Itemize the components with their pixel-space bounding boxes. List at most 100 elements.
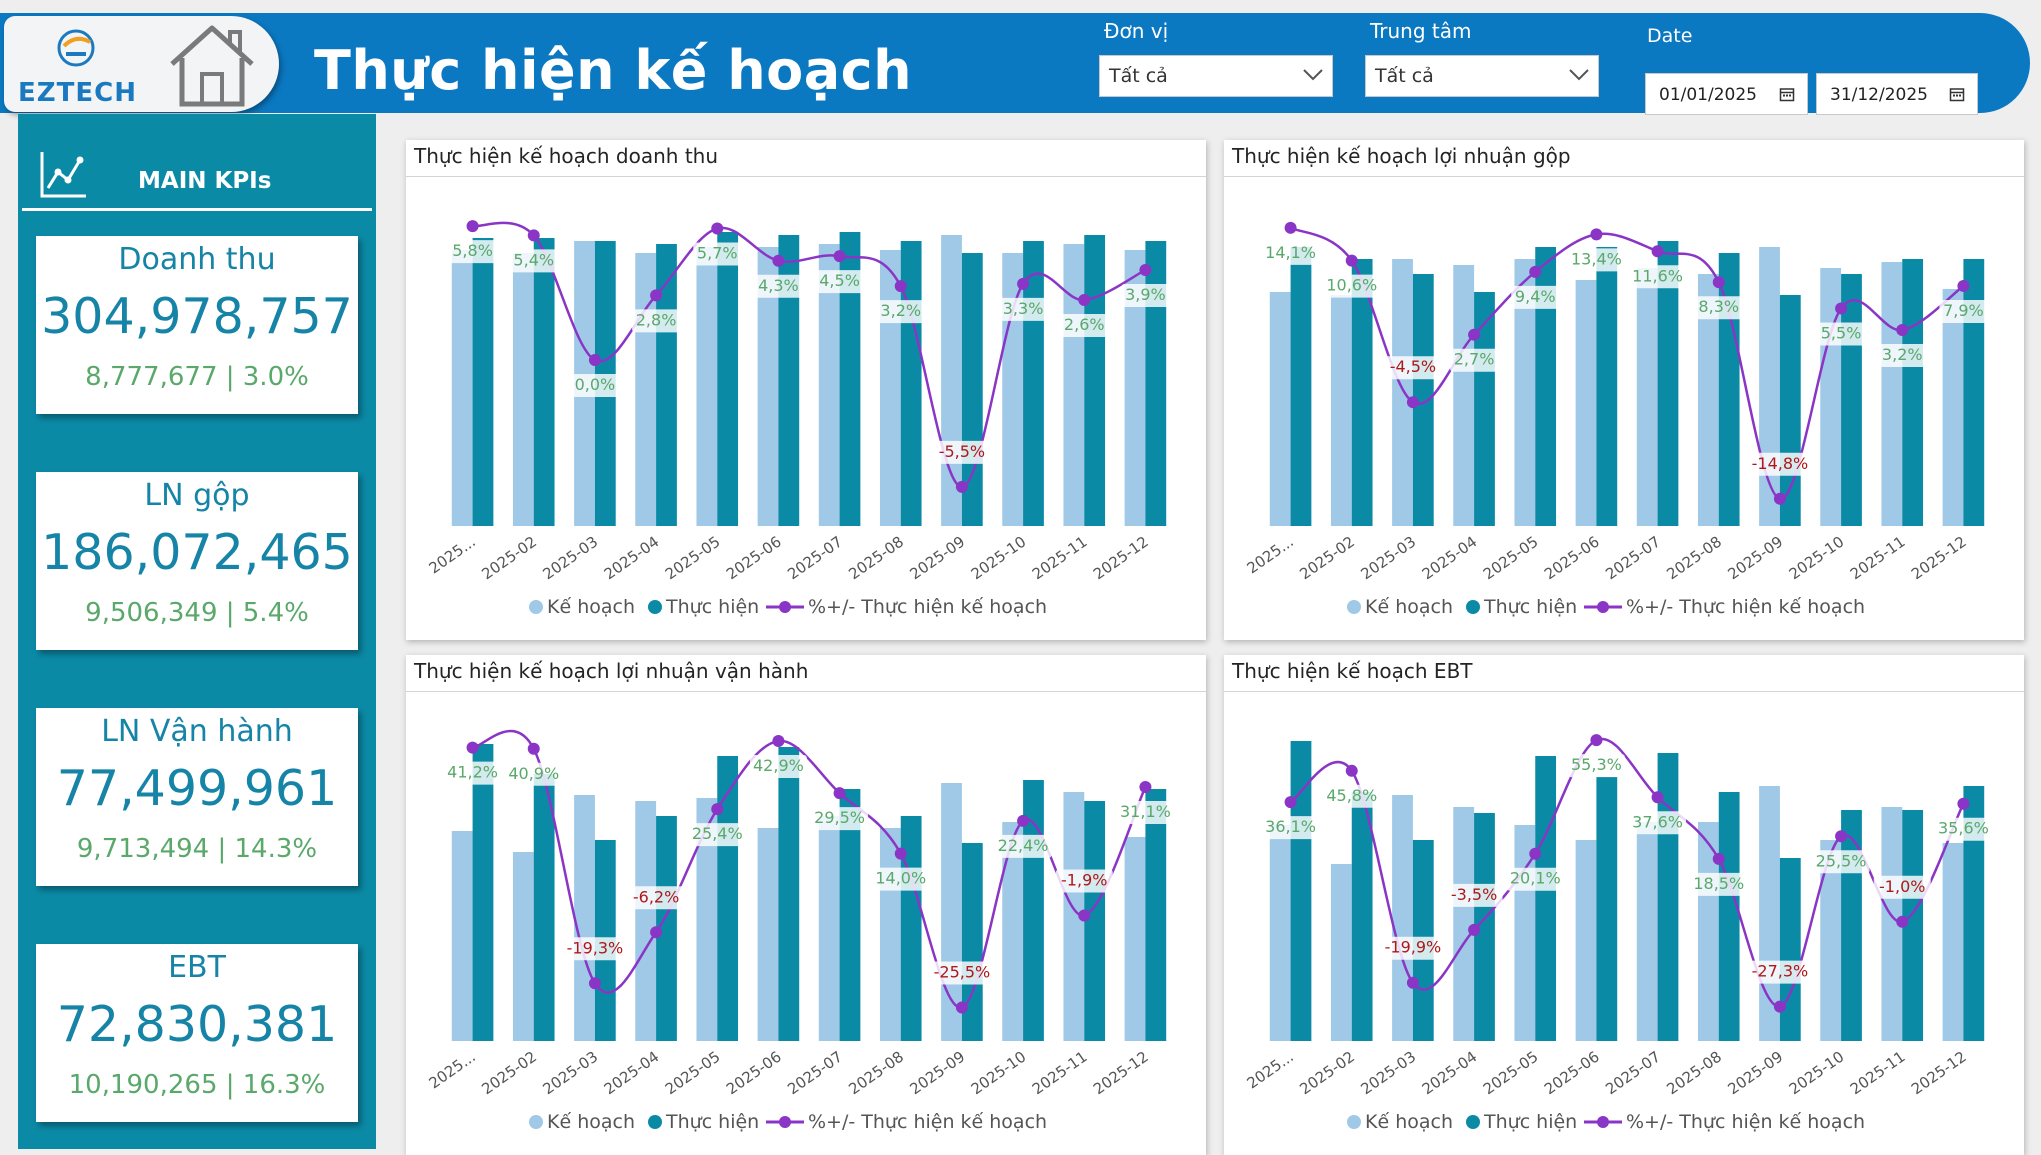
variance-point[interactable] — [1139, 264, 1152, 276]
bar-ke-hoach[interactable] — [1453, 265, 1475, 526]
bar-ke-hoach[interactable] — [1453, 807, 1475, 1041]
legend-ke-hoach[interactable]: Kế hoạch — [1365, 1111, 1453, 1133]
chart-panel-ebt[interactable]: Thực hiện kế hoạch EBT 2025... 2025-02 202… — [1224, 655, 2024, 1155]
variance-point[interactable] — [1712, 276, 1725, 289]
variance-point[interactable] — [1835, 830, 1848, 843]
legend-ke-hoach[interactable]: Kế hoạch — [1365, 596, 1453, 618]
bar-thuc-hien[interactable] — [472, 238, 494, 526]
chart-panel-doanh-thu[interactable]: Thực hiện kế hoạch doanh thu 2025... 2025… — [406, 140, 1206, 640]
variance-point[interactable] — [1957, 279, 1970, 292]
bar-thuc-hien[interactable] — [1963, 786, 1985, 1041]
bar-ke-hoach[interactable] — [1269, 825, 1291, 1041]
legend-thuc-hien[interactable]: Thực hiện — [665, 1111, 759, 1133]
bar-ke-hoach[interactable] — [941, 783, 962, 1041]
start-date-input[interactable]: 01/01/2025 — [1645, 73, 1808, 115]
bar-thuc-hien[interactable] — [472, 744, 494, 1041]
bar-thuc-hien[interactable] — [1145, 789, 1167, 1041]
variance-point[interactable] — [1773, 1000, 1786, 1013]
bar-thuc-hien[interactable] — [1145, 241, 1167, 526]
variance-point[interactable] — [772, 254, 785, 267]
bar-ke-hoach[interactable] — [1575, 280, 1597, 526]
variance-point[interactable] — [1406, 396, 1419, 409]
legend-variance[interactable]: %+/- Thực hiện kế hoạch — [1626, 1111, 1865, 1133]
variance-point[interactable] — [588, 977, 601, 990]
variance-point[interactable] — [955, 1001, 968, 1014]
bar-thuc-hien[interactable] — [533, 238, 555, 526]
bar-ke-hoach[interactable] — [1269, 292, 1291, 526]
bar-thuc-hien[interactable] — [1290, 247, 1312, 526]
variance-point[interactable] — [833, 250, 846, 263]
bar-ke-hoach[interactable] — [1124, 250, 1146, 526]
bar-ke-hoach[interactable] — [512, 253, 534, 526]
bar-ke-hoach[interactable] — [1697, 274, 1719, 526]
bar-ke-hoach[interactable] — [879, 250, 901, 526]
bar-thuc-hien[interactable] — [1718, 253, 1740, 526]
variance-point[interactable] — [711, 803, 724, 816]
chart-panel-loi-nhuan-gop[interactable]: Thực hiện kế hoạch lợi nhuận gộp 2025...… — [1224, 140, 2024, 640]
variance-point[interactable] — [1468, 328, 1481, 341]
home-icon[interactable] — [164, 20, 260, 108]
variance-point[interactable] — [1078, 909, 1091, 922]
bar-ke-hoach[interactable] — [1636, 268, 1658, 526]
variance-point[interactable] — [1712, 852, 1725, 865]
bar-ke-hoach[interactable] — [1820, 840, 1842, 1041]
variance-point[interactable] — [466, 741, 479, 754]
bar-thuc-hien[interactable] — [717, 232, 739, 526]
variance-point[interactable] — [527, 229, 540, 242]
bar-ke-hoach[interactable] — [574, 795, 595, 1041]
legend-thuc-hien[interactable]: Thực hiện — [1483, 1111, 1577, 1133]
bar-thuc-hien[interactable] — [1535, 756, 1557, 1041]
bar-thuc-hien[interactable] — [1596, 777, 1618, 1041]
variance-point[interactable] — [1345, 254, 1358, 267]
bar-ke-hoach[interactable] — [818, 816, 840, 1041]
bar-ke-hoach[interactable] — [879, 828, 901, 1041]
variance-point[interactable] — [1957, 797, 1970, 810]
bar-ke-hoach[interactable] — [696, 798, 718, 1041]
bar-thuc-hien[interactable] — [1963, 259, 1985, 526]
bar-ke-hoach[interactable] — [1002, 822, 1024, 1041]
bar-ke-hoach[interactable] — [451, 831, 473, 1041]
variance-point[interactable] — [1651, 245, 1664, 258]
variance-point[interactable] — [1651, 791, 1664, 804]
variance-point[interactable] — [1590, 734, 1603, 747]
variance-point[interactable] — [894, 280, 907, 293]
bar-thuc-hien[interactable] — [1596, 247, 1618, 526]
variance-point[interactable] — [1139, 780, 1152, 793]
bar-thuc-hien[interactable] — [1351, 259, 1373, 526]
bar-ke-hoach[interactable] — [1575, 840, 1597, 1041]
calendar-icon[interactable] — [1949, 86, 1965, 102]
bar-ke-hoach[interactable] — [818, 244, 840, 526]
chart-panel-loi-nhuan-van-hanh[interactable]: Thực hiện kế hoạch lợi nhuận vận hành 20… — [406, 655, 1206, 1155]
variance-point[interactable] — [772, 734, 785, 747]
variance-point[interactable] — [955, 480, 968, 493]
legend-ke-hoach[interactable]: Kế hoạch — [547, 596, 635, 618]
legend-variance[interactable]: %+/- Thực hiện kế hoạch — [808, 1111, 1047, 1133]
variance-point[interactable] — [833, 787, 846, 800]
bar-ke-hoach[interactable] — [1392, 259, 1413, 526]
bar-thuc-hien[interactable] — [1351, 792, 1373, 1041]
bar-thuc-hien[interactable] — [778, 747, 800, 1041]
bar-ke-hoach[interactable] — [512, 852, 534, 1041]
bar-ke-hoach[interactable] — [1330, 864, 1352, 1041]
bar-thuc-hien[interactable] — [1779, 295, 1801, 526]
variance-point[interactable] — [1896, 915, 1909, 928]
bar-thuc-hien[interactable] — [1718, 792, 1740, 1041]
bar-thuc-hien[interactable] — [1902, 259, 1924, 526]
bar-thuc-hien[interactable] — [839, 232, 861, 526]
bar-ke-hoach[interactable] — [1330, 295, 1352, 526]
bar-ke-hoach[interactable] — [1942, 289, 1964, 526]
bar-ke-hoach[interactable] — [451, 250, 473, 526]
variance-point[interactable] — [588, 354, 601, 366]
don-vi-dropdown[interactable]: Tất cả — [1099, 55, 1333, 97]
bar-thuc-hien[interactable] — [1290, 741, 1312, 1041]
bar-thuc-hien[interactable] — [656, 816, 677, 1041]
bar-thuc-hien[interactable] — [656, 244, 677, 526]
bar-ke-hoach[interactable] — [1881, 807, 1903, 1041]
bar-thuc-hien[interactable] — [1084, 235, 1106, 526]
legend-variance[interactable]: %+/- Thực hiện kế hoạch — [1626, 596, 1865, 618]
variance-point[interactable] — [650, 289, 663, 302]
variance-point[interactable] — [1406, 976, 1419, 989]
variance-point[interactable] — [1078, 294, 1091, 306]
variance-point[interactable] — [1896, 324, 1909, 336]
bar-ke-hoach[interactable] — [1063, 792, 1085, 1041]
